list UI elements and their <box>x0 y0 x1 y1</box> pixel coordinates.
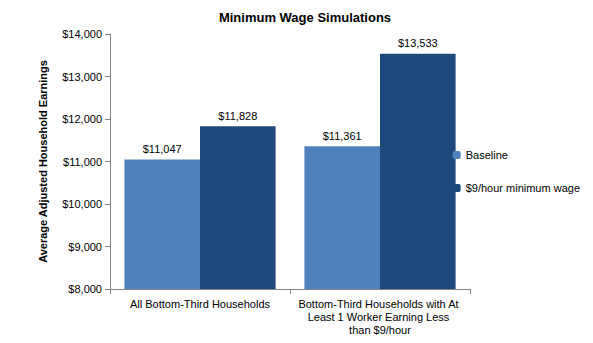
svg-text:$12,000: $12,000 <box>62 113 102 125</box>
svg-text:$11,000: $11,000 <box>63 156 102 168</box>
svg-text:Bottom-Third Households with A: Bottom-Third Households with At <box>298 298 461 310</box>
svg-text:$13,533: $13,533 <box>398 37 438 49</box>
svg-text:$14,000: $14,000 <box>62 28 102 40</box>
svg-text:Baseline: Baseline <box>466 149 508 161</box>
svg-text:$9/hour minimum wage: $9/hour minimum wage <box>466 182 580 194</box>
svg-text:$10,000: $10,000 <box>62 198 102 210</box>
svg-text:Average Adjusted Household Ear: Average Adjusted Household Earnings <box>37 60 49 263</box>
svg-text:Least 1 Worker Earning Less: Least 1 Worker Earning Less <box>308 311 453 323</box>
svg-text:$8,000: $8,000 <box>68 283 102 295</box>
svg-text:$9,000: $9,000 <box>68 241 102 253</box>
svg-text:$13,000: $13,000 <box>62 71 102 83</box>
svg-text:Minimum Wage Simulations: Minimum Wage Simulations <box>219 10 391 25</box>
svg-text:than $9/hour: than $9/hour <box>349 324 411 336</box>
svg-text:$11,828: $11,828 <box>218 110 257 122</box>
svg-text:All Bottom-Third Households: All Bottom-Third Households <box>130 298 271 310</box>
svg-text:$11,047: $11,047 <box>143 143 182 155</box>
svg-text:$11,361: $11,361 <box>323 130 362 142</box>
